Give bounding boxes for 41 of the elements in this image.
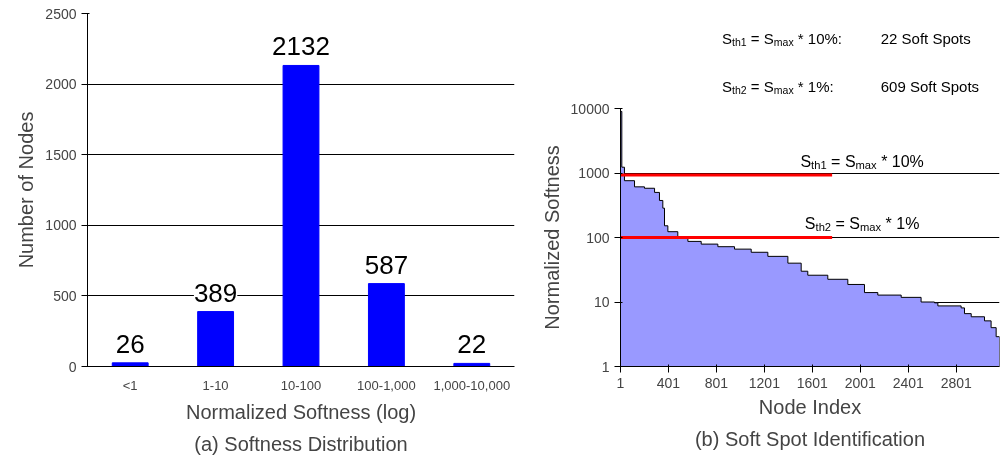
text: 609 Soft Spots xyxy=(880,78,980,95)
data-label: 389 xyxy=(193,277,238,308)
y-axis-title: Normalized Softness xyxy=(540,145,563,330)
bar xyxy=(367,283,405,367)
text: 22 Soft Spots xyxy=(880,30,971,47)
x-tick-label: 2401 xyxy=(892,374,925,391)
y-tick-label: 1000 xyxy=(45,217,77,234)
y-tick-label: 2000 xyxy=(45,76,77,93)
y-tick-label: 100 xyxy=(586,229,610,246)
x-axis-title: Normalized Softness (log) xyxy=(185,400,417,423)
x-tick-label: 1601 xyxy=(796,374,829,391)
x-axis-title: Node Index xyxy=(758,395,862,418)
x-tick-label: 1 xyxy=(616,374,625,391)
x-tick-label: 2801 xyxy=(940,374,972,391)
bar xyxy=(111,362,149,367)
x-tick-label: 1,000-10,000 xyxy=(433,377,511,393)
x-tick-label: 401 xyxy=(656,374,681,391)
x-tick-label: 10-100 xyxy=(280,377,322,393)
text: (a) Softness Distribution xyxy=(194,432,408,455)
x-tick-label: 100-1,000 xyxy=(357,377,416,393)
x-tick-label: <1 xyxy=(122,377,138,393)
y-tick-label: 500 xyxy=(53,287,77,304)
data-label: 22 xyxy=(457,329,487,360)
text: (b) Soft Spot Identification xyxy=(694,427,926,450)
bar xyxy=(197,311,235,367)
data-label: 26 xyxy=(115,328,145,359)
y-tick-label: 1 xyxy=(601,358,610,375)
y-tick-label: 10000 xyxy=(570,100,610,117)
x-tick-label: 1-10 xyxy=(202,377,229,393)
x-tick-label: 2001 xyxy=(844,374,877,391)
y-tick-label: 1000 xyxy=(578,165,610,181)
y-tick-label: 0 xyxy=(68,358,77,375)
bar xyxy=(282,64,320,367)
x-tick-label: 801 xyxy=(704,374,729,391)
y-axis-title: Number of Nodes xyxy=(15,111,38,269)
y-tick-label: 10 xyxy=(593,294,610,310)
x-tick-label: 1201 xyxy=(748,374,781,391)
y-tick-label: 2500 xyxy=(45,5,77,22)
data-label: 2132 xyxy=(272,31,330,62)
y-tick-label: 1500 xyxy=(45,146,77,163)
data-label: 587 xyxy=(364,249,409,280)
